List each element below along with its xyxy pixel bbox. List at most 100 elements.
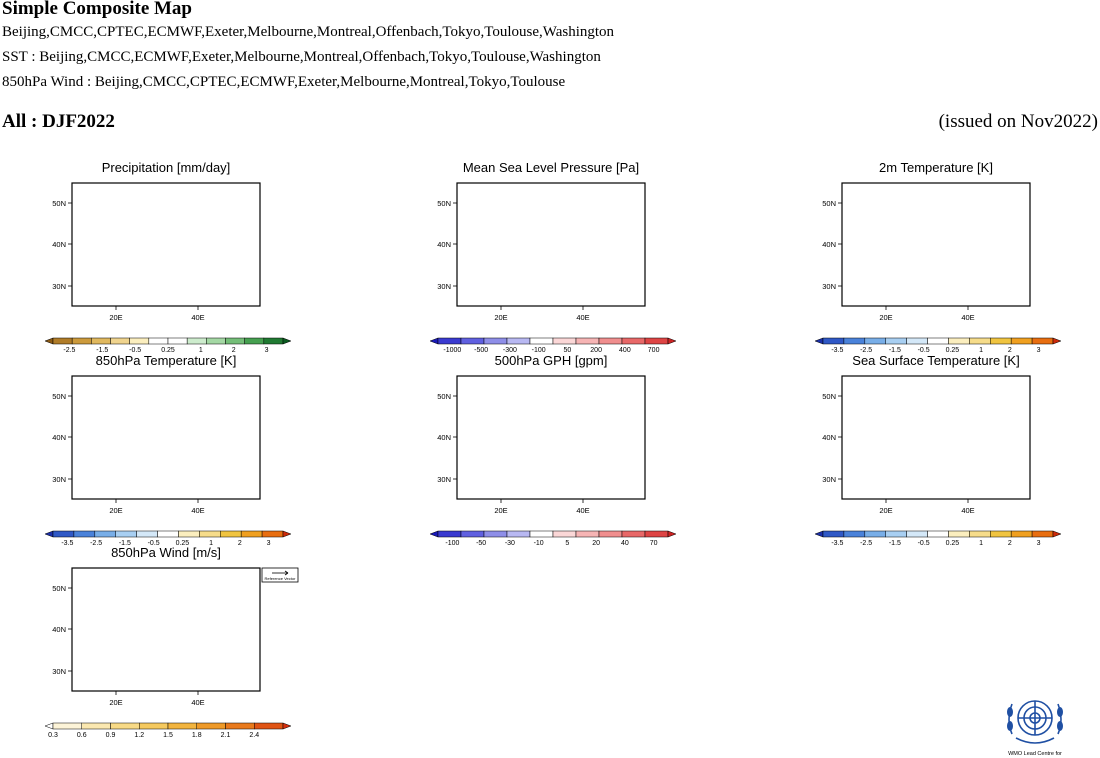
coastline [551, 388, 553, 408]
wind-vector [201, 610, 208, 611]
lon-tick-label: 40E [961, 506, 974, 515]
colorbar-segment [990, 337, 1012, 345]
wind-vector [148, 578, 154, 581]
wind-vector [76, 575, 82, 578]
map-title: Mean Sea Level Pressure [Pa] [463, 160, 639, 175]
field-shading [457, 183, 577, 230]
colorbar-segment [196, 722, 226, 730]
colorbar-segment [186, 337, 207, 345]
wind-vector [147, 641, 154, 642]
colorbar-label: -1.5 [889, 540, 901, 547]
coastline [457, 267, 590, 306]
coastline [166, 195, 168, 215]
wind-vector [130, 639, 136, 642]
coastline [906, 201, 908, 223]
coastline [72, 382, 212, 411]
lat-tick-label: 40N [52, 625, 66, 634]
field-shading [457, 376, 645, 499]
wind-vector [130, 594, 136, 597]
colorbar-label: -1.5 [96, 347, 108, 354]
colorbar-segment [885, 530, 907, 538]
lat-tick-label: 50N [437, 199, 451, 208]
map-frame [456, 182, 646, 307]
lat-tick-label: 30N [822, 282, 836, 291]
colorbar-low-end [814, 530, 824, 538]
colorbar-segment [948, 530, 970, 538]
coastline [521, 394, 523, 416]
wind-vector [112, 639, 118, 642]
map-panel-t2m: 2m Temperature [K] 50N 40N 30N 20E 40E -3.5 -2.… [814, 160, 1062, 354]
wind-vector [238, 594, 244, 597]
wind-vector [75, 689, 82, 690]
wind-vector [237, 656, 244, 658]
coastline [457, 460, 590, 499]
reference-vector-label: Reference Vector [265, 576, 297, 581]
wind-vector [148, 674, 154, 677]
coastline [126, 251, 129, 263]
lat-tick-label: 50N [52, 392, 66, 401]
lat-tick-label: 40N [437, 240, 451, 249]
coastline [994, 213, 1000, 247]
colorbar-label: -2.5 [860, 540, 872, 547]
wind-vector [111, 674, 118, 675]
field-shading [72, 598, 260, 678]
colorbar-segment [575, 530, 600, 538]
colorbar-label: 200 [590, 347, 602, 354]
wind-vector [75, 610, 82, 611]
coastline [1018, 263, 1026, 279]
map-frame [841, 182, 1031, 307]
coastline [934, 217, 988, 235]
colorbar-label: 70 [650, 540, 658, 547]
map-title: 850hPa Wind [m/s] [111, 545, 221, 560]
colorbar-segment [139, 722, 169, 730]
coastline [224, 598, 230, 632]
lon-tick-label: 20E [109, 506, 122, 515]
coastline [633, 456, 641, 472]
map-title: 850hPa Temperature [K] [96, 353, 237, 368]
lon-tick-label: 40E [576, 506, 589, 515]
colorbar-segment [110, 722, 140, 730]
wind-vector [93, 641, 100, 642]
coastline [166, 388, 168, 408]
colorbar-segment [129, 337, 150, 345]
colorbar-segment [552, 530, 577, 538]
colorbar-segment [598, 337, 623, 345]
map-title: 500hPa GPH [gpm] [495, 353, 608, 368]
colorbar-label: -0.5 [918, 540, 930, 547]
colorbar-segment [575, 337, 600, 345]
lat-tick-label: 30N [437, 475, 451, 484]
coastline [842, 189, 982, 218]
colorbar-label: 1 [979, 540, 983, 547]
colorbar-label: 2 [1008, 347, 1012, 354]
colorbar-label: 1.8 [192, 732, 202, 739]
field-shading [72, 376, 212, 456]
colorbar-label: -300 [503, 347, 517, 354]
coastline [609, 406, 615, 440]
colorbar-segment [73, 530, 96, 538]
colorbar-label: 1.5 [163, 732, 173, 739]
wind-vector [76, 671, 82, 674]
field-shading [846, 430, 869, 458]
wind-vector [220, 610, 226, 613]
coastline [521, 201, 523, 223]
wind-vector [111, 655, 118, 658]
lon-tick-label: 40E [191, 698, 204, 707]
lon-tick-label: 20E [494, 313, 507, 322]
map-frame [71, 182, 261, 307]
colorbar-label: -100 [532, 347, 546, 354]
wind-vector [93, 672, 100, 674]
colorbar-segment [148, 337, 169, 345]
colorbar-label: 3 [267, 540, 271, 547]
coastline [599, 243, 603, 279]
colorbar-high-end [1052, 530, 1062, 538]
lat-tick-label: 40N [52, 240, 66, 249]
coastline [896, 444, 899, 456]
coastline [599, 436, 603, 472]
colorbar-label: 3 [1037, 540, 1041, 547]
coastline [583, 203, 589, 219]
colorbar-segment [220, 530, 242, 538]
colorbar-segment [437, 337, 462, 345]
map-frame [71, 375, 261, 500]
coastline [549, 410, 603, 428]
colorbar-label: 2.1 [221, 732, 231, 739]
